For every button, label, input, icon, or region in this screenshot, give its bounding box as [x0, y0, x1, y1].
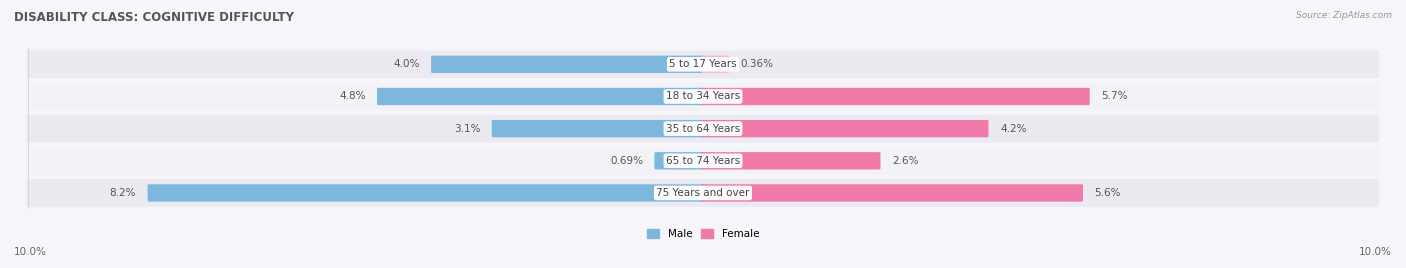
FancyBboxPatch shape: [27, 179, 1379, 207]
Text: 10.0%: 10.0%: [14, 247, 46, 257]
Text: Source: ZipAtlas.com: Source: ZipAtlas.com: [1296, 11, 1392, 20]
FancyBboxPatch shape: [27, 50, 1379, 78]
Legend: Male, Female: Male, Female: [647, 229, 759, 239]
Text: 75 Years and over: 75 Years and over: [657, 188, 749, 198]
Text: 10.0%: 10.0%: [1360, 247, 1392, 257]
Text: 4.8%: 4.8%: [339, 91, 366, 102]
Text: 8.2%: 8.2%: [110, 188, 136, 198]
FancyBboxPatch shape: [377, 88, 704, 105]
Text: 5.6%: 5.6%: [1094, 188, 1121, 198]
Text: 3.1%: 3.1%: [454, 124, 481, 134]
Text: 5 to 17 Years: 5 to 17 Years: [669, 59, 737, 69]
Text: 18 to 34 Years: 18 to 34 Years: [666, 91, 740, 102]
Text: 5.7%: 5.7%: [1101, 91, 1128, 102]
FancyBboxPatch shape: [702, 88, 1090, 105]
FancyBboxPatch shape: [702, 120, 988, 137]
FancyBboxPatch shape: [27, 83, 1379, 110]
Text: 0.69%: 0.69%: [610, 156, 643, 166]
Text: 4.2%: 4.2%: [1000, 124, 1026, 134]
Text: 2.6%: 2.6%: [891, 156, 918, 166]
FancyBboxPatch shape: [702, 152, 880, 169]
FancyBboxPatch shape: [148, 184, 704, 202]
Text: 4.0%: 4.0%: [394, 59, 419, 69]
Text: DISABILITY CLASS: COGNITIVE DIFFICULTY: DISABILITY CLASS: COGNITIVE DIFFICULTY: [14, 11, 294, 24]
FancyBboxPatch shape: [702, 56, 730, 73]
Text: 0.36%: 0.36%: [741, 59, 773, 69]
Text: 65 to 74 Years: 65 to 74 Years: [666, 156, 740, 166]
Text: 35 to 64 Years: 35 to 64 Years: [666, 124, 740, 134]
FancyBboxPatch shape: [702, 184, 1083, 202]
FancyBboxPatch shape: [27, 115, 1379, 143]
FancyBboxPatch shape: [654, 152, 704, 169]
FancyBboxPatch shape: [432, 56, 704, 73]
FancyBboxPatch shape: [492, 120, 704, 137]
FancyBboxPatch shape: [27, 147, 1379, 175]
